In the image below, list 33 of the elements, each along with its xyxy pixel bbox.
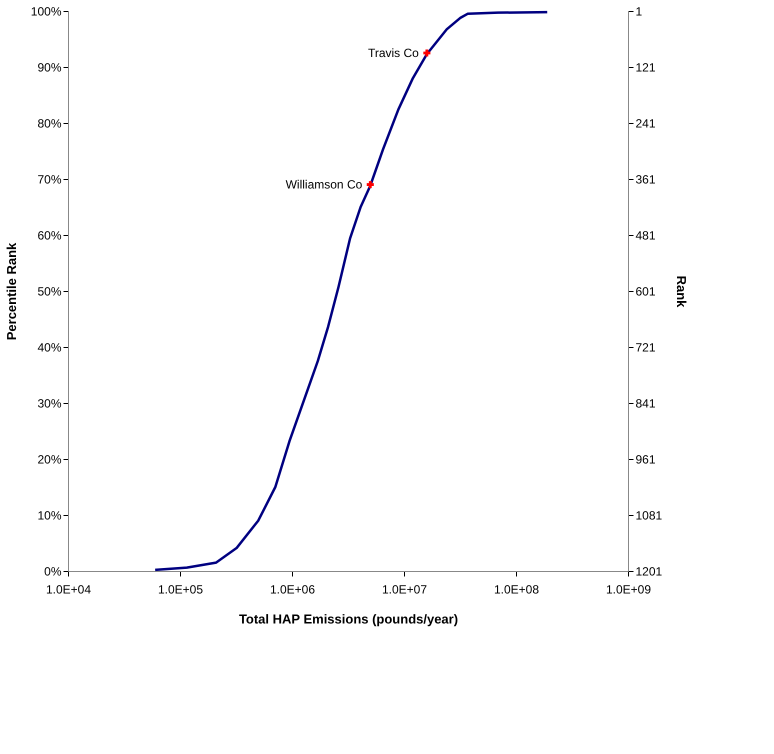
- x-tick-label: 1.0E+04: [46, 582, 92, 596]
- x-axis-title: Total HAP Emissions (pounds/year): [238, 612, 458, 626]
- annotation: Travis Co: [368, 46, 420, 60]
- y2-tick-label: 241: [636, 116, 656, 130]
- x-tick-label: 1.0E+07: [382, 582, 428, 596]
- y-tick-label: 50%: [37, 284, 62, 298]
- y-tick-label: 80%: [37, 116, 62, 130]
- x-tick-label: 1.0E+08: [494, 582, 540, 596]
- y2-tick-label: 481: [636, 228, 656, 242]
- y2-tick-label: 1081: [636, 508, 663, 522]
- annotation: Williamson Co: [286, 178, 363, 192]
- y2-tick-label: 721: [636, 340, 656, 354]
- y2-tick-label: 601: [636, 284, 656, 298]
- y-tick-label: 100%: [30, 4, 62, 18]
- y2-tick-label: 1: [636, 4, 642, 18]
- y2-tick-label: 121: [636, 60, 656, 74]
- y2-tick-label: 961: [636, 452, 656, 466]
- y-tick-label: 90%: [37, 60, 62, 74]
- x-tick-label: 1.0E+05: [158, 582, 204, 596]
- y2-axis-title: Rank: [674, 276, 690, 308]
- y-tick-label: 20%: [37, 452, 62, 466]
- y2-tick-label: 1201: [636, 564, 663, 578]
- y-tick-label: 70%: [37, 172, 62, 186]
- y2-tick-label: 841: [636, 396, 656, 410]
- y-tick-label: 0%: [44, 564, 62, 578]
- y2-tick-label: 361: [636, 172, 656, 186]
- x-tick-label: 1.0E+09: [606, 582, 652, 596]
- y-tick-label: 10%: [37, 508, 62, 522]
- y-tick-label: 60%: [37, 228, 62, 242]
- y-axis-title: Percentile Rank: [4, 242, 19, 340]
- y-tick-label: 40%: [37, 340, 62, 354]
- y-tick-label: 30%: [37, 396, 62, 410]
- x-tick-label: 1.0E+06: [270, 582, 316, 596]
